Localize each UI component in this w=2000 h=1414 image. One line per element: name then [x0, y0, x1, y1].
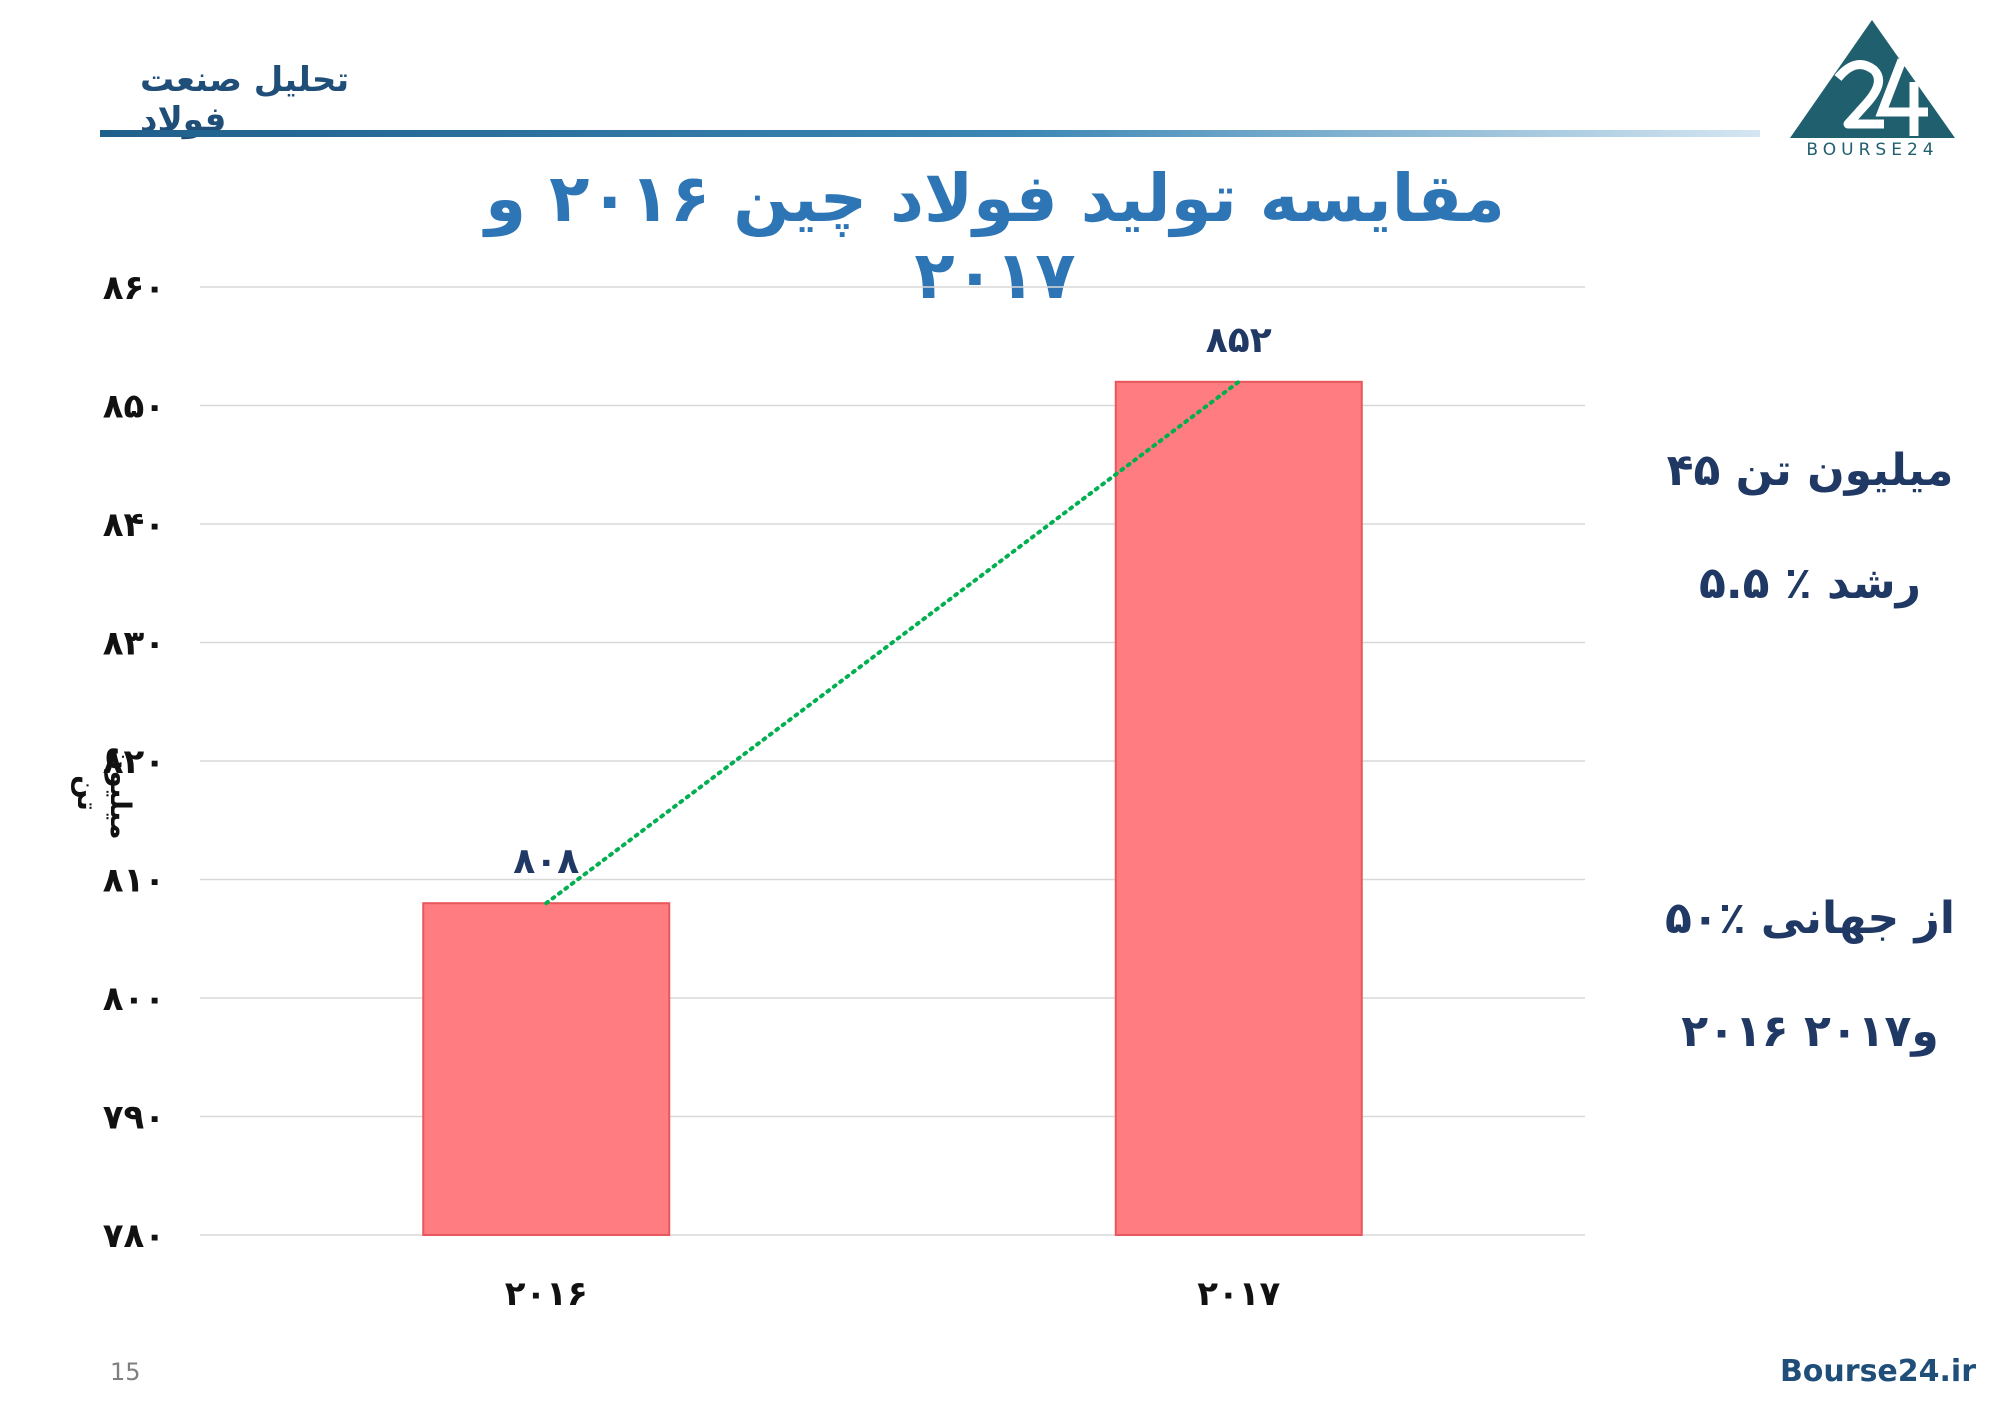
header-divider — [100, 130, 1760, 137]
page-number: 15 — [110, 1358, 141, 1386]
y-tick-label: ۸۶۰ — [103, 268, 165, 308]
y-tick-label: ۸۱۰ — [103, 861, 165, 901]
chart-title: مقایسه تولید فولاد چین ۲۰۱۶ و ۲۰۱۷ — [485, 160, 1505, 314]
header-brand: تحلیل صنعت فولاد — [140, 60, 350, 140]
logo-wordmark: BOURSE24 — [1806, 140, 1939, 160]
y-axis-label: میلیون تن — [71, 746, 137, 840]
bar — [1114, 380, 1363, 1236]
data-label: ۸۰۸ — [513, 841, 579, 882]
note-growth-amount: میلیون تن ۴۵ — [1666, 445, 1954, 496]
note-years: و۲۰۱۷ ۲۰۱۶ — [1681, 1006, 1939, 1057]
y-tick-label: ۸۳۰ — [103, 624, 165, 664]
y-tick-label: ۸۲۰ — [103, 742, 165, 782]
y-tick-label: ۷۹۰ — [103, 1098, 165, 1138]
data-label: ۸۵۲ — [1206, 320, 1272, 361]
trendline — [544, 379, 1241, 906]
x-tick-label: ۲۰۱۶ — [505, 1274, 588, 1314]
y-tick-label: ۷۸۰ — [103, 1216, 165, 1256]
note-world-share: از جهانی ٪۵۰ — [1665, 893, 1955, 944]
note-growth-percent: رشد ٪ ۵.۵ — [1699, 558, 1921, 609]
bar — [422, 902, 671, 1236]
bourse24-logo — [1790, 20, 1955, 138]
y-tick-label: ۸۵۰ — [103, 387, 165, 427]
y-tick-label: ۸۴۰ — [103, 505, 165, 545]
x-tick-label: ۲۰۱۷ — [1197, 1274, 1280, 1314]
y-tick-label: ۸۰۰ — [103, 979, 165, 1019]
footer-url: Bourse24.ir — [1779, 1354, 1976, 1389]
